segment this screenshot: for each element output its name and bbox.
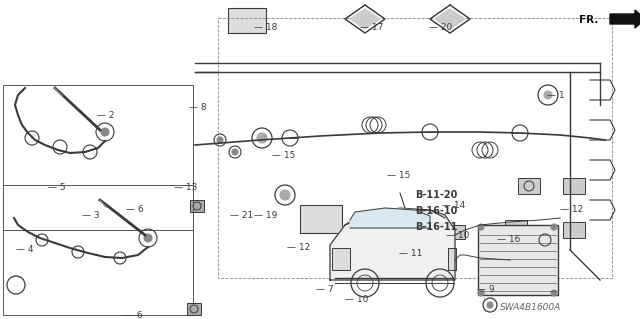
Text: — 3: — 3 [82, 211, 100, 219]
Text: — 10: — 10 [446, 231, 469, 240]
Text: — 14: — 14 [442, 201, 465, 210]
Bar [228, 8, 266, 33]
Text: — 7: — 7 [316, 286, 333, 294]
Text: — 6: — 6 [126, 205, 143, 214]
Bar [3, 185, 193, 315]
Text: SWA4B1600A: SWA4B1600A [500, 303, 561, 313]
Text: — 19: — 19 [254, 211, 277, 219]
Text: — 8: — 8 [189, 103, 207, 113]
Text: — 4: — 4 [16, 246, 33, 255]
Circle shape [551, 290, 557, 296]
Text: — 9: — 9 [477, 286, 495, 294]
Circle shape [101, 128, 109, 136]
Bar [332, 248, 350, 270]
Circle shape [257, 133, 267, 143]
Circle shape [144, 234, 152, 242]
Text: B-16-10: B-16-10 [415, 206, 458, 216]
Circle shape [478, 224, 484, 230]
Text: B-11-20: B-11-20 [415, 190, 458, 200]
Bar [445, 225, 465, 239]
Bar [478, 225, 558, 295]
Bar [300, 205, 342, 233]
Bar [563, 178, 585, 194]
Bar [190, 200, 204, 212]
Bar [187, 303, 201, 315]
Bar [505, 220, 527, 234]
Text: B-16-11: B-16-11 [415, 222, 458, 232]
Circle shape [280, 190, 290, 200]
Text: — 21: — 21 [230, 211, 253, 219]
Text: — 18: — 18 [254, 24, 277, 33]
Text: — 17: — 17 [360, 24, 383, 33]
Circle shape [217, 137, 223, 143]
Text: — 15: — 15 [387, 170, 410, 180]
Circle shape [232, 149, 238, 155]
Circle shape [487, 302, 493, 308]
Text: — 2: — 2 [97, 110, 115, 120]
Bar [563, 222, 585, 238]
Text: — 12: — 12 [560, 205, 583, 214]
Text: FR.: FR. [579, 15, 598, 25]
Text: — 5: — 5 [48, 183, 66, 192]
Text: — 20: — 20 [429, 24, 452, 33]
Circle shape [478, 290, 484, 296]
Text: — 6: — 6 [125, 310, 143, 319]
Text: — 1: — 1 [547, 91, 564, 100]
Text: — 15: — 15 [272, 151, 296, 160]
Bar [518, 178, 540, 194]
Polygon shape [350, 208, 430, 228]
Polygon shape [330, 210, 455, 280]
Bar [3, 85, 193, 230]
Bar [448, 248, 456, 270]
Text: — 10: — 10 [345, 295, 369, 305]
Circle shape [551, 224, 557, 230]
Polygon shape [350, 9, 380, 29]
Text: — 11: — 11 [399, 249, 422, 257]
Text: — 12: — 12 [287, 243, 310, 253]
Polygon shape [435, 9, 465, 29]
Circle shape [544, 91, 552, 99]
Text: — 13: — 13 [174, 183, 197, 192]
Text: — 16: — 16 [497, 235, 520, 244]
Bar [218, 18, 612, 278]
Polygon shape [610, 10, 640, 28]
